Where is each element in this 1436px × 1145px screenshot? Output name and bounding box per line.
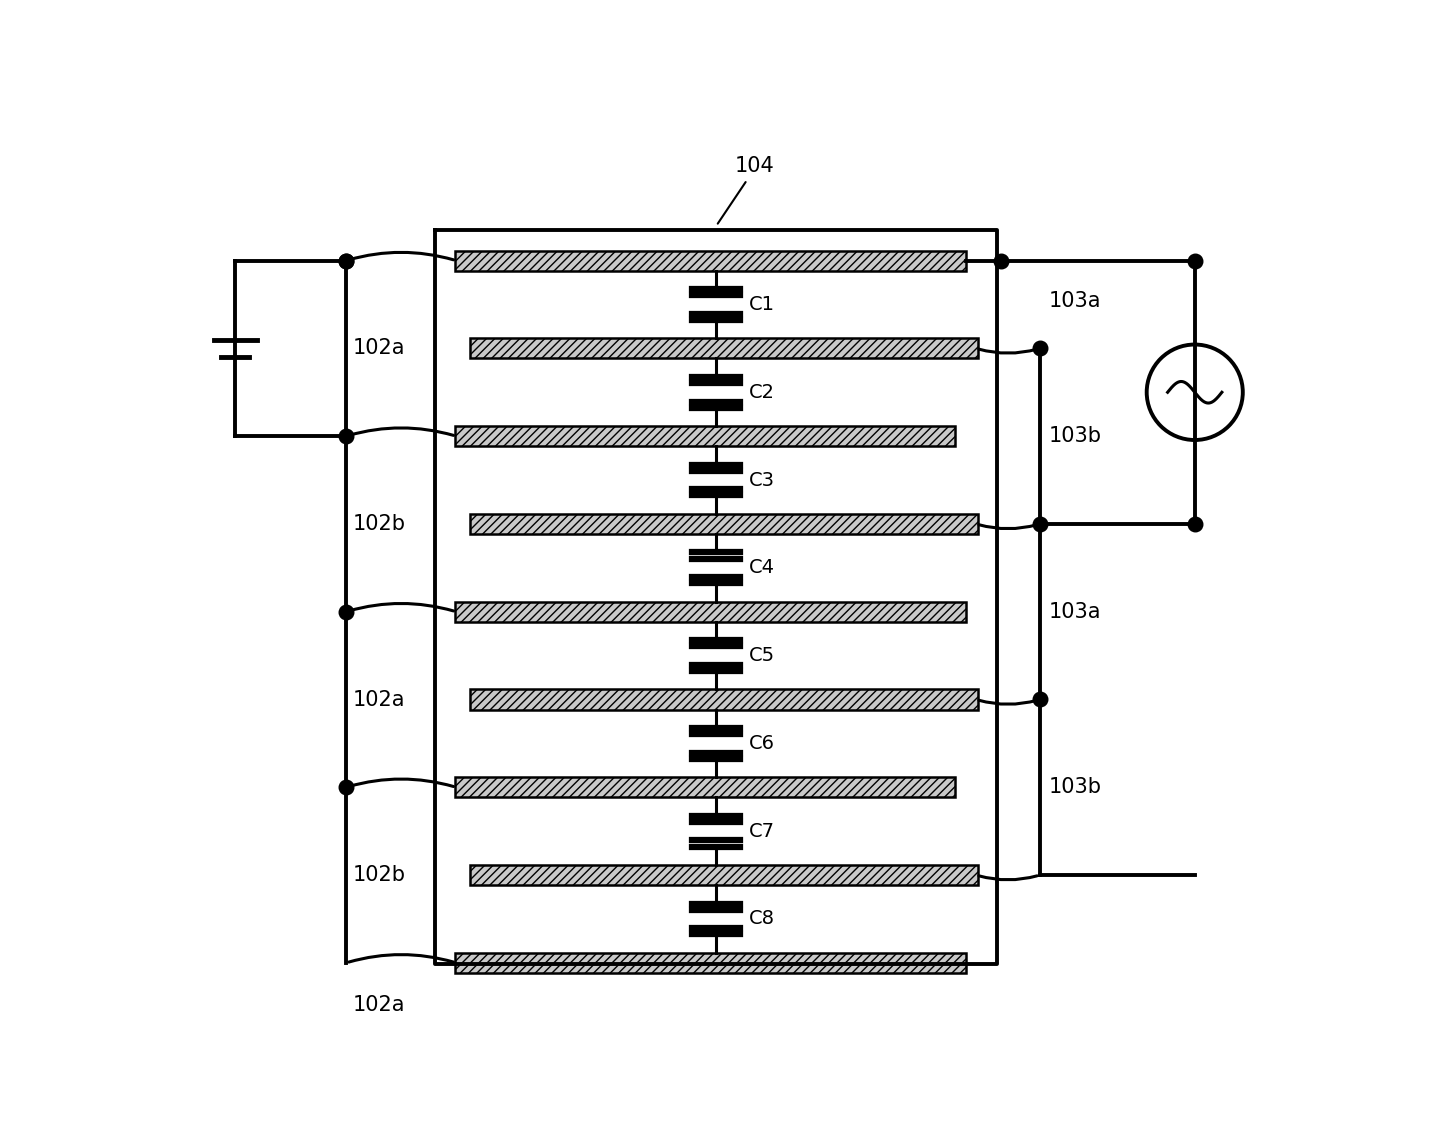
Point <box>335 252 358 270</box>
Point <box>1028 690 1051 709</box>
Point <box>1183 252 1206 270</box>
Point <box>335 602 358 621</box>
Point <box>335 252 358 270</box>
Polygon shape <box>470 866 978 885</box>
Polygon shape <box>470 339 978 358</box>
Polygon shape <box>455 602 966 622</box>
Text: 103b: 103b <box>1050 426 1101 447</box>
Text: 102b: 102b <box>352 514 405 534</box>
Text: C5: C5 <box>748 646 775 665</box>
Text: 103b: 103b <box>1050 777 1101 797</box>
Text: C4: C4 <box>748 559 775 577</box>
Text: C2: C2 <box>748 382 775 402</box>
Text: 103a: 103a <box>1050 291 1101 310</box>
Point <box>989 252 1012 270</box>
Text: 102a: 102a <box>352 689 405 710</box>
Text: C6: C6 <box>748 734 775 753</box>
Polygon shape <box>455 777 955 797</box>
Text: C7: C7 <box>748 822 775 840</box>
Polygon shape <box>470 514 978 534</box>
Point <box>1028 515 1051 534</box>
Polygon shape <box>470 689 978 710</box>
Polygon shape <box>455 251 966 270</box>
Text: 102a: 102a <box>352 995 405 1016</box>
Point <box>335 779 358 797</box>
Text: 103a: 103a <box>1050 602 1101 622</box>
Text: 102b: 102b <box>352 866 405 885</box>
Text: 104: 104 <box>735 156 775 176</box>
Text: C8: C8 <box>748 909 775 929</box>
Polygon shape <box>455 426 955 447</box>
Point <box>1183 515 1206 534</box>
Text: C1: C1 <box>748 295 775 314</box>
Text: C3: C3 <box>748 471 775 490</box>
Text: 102a: 102a <box>352 339 405 358</box>
Polygon shape <box>455 953 966 973</box>
Point <box>335 427 358 445</box>
Point <box>1028 339 1051 357</box>
